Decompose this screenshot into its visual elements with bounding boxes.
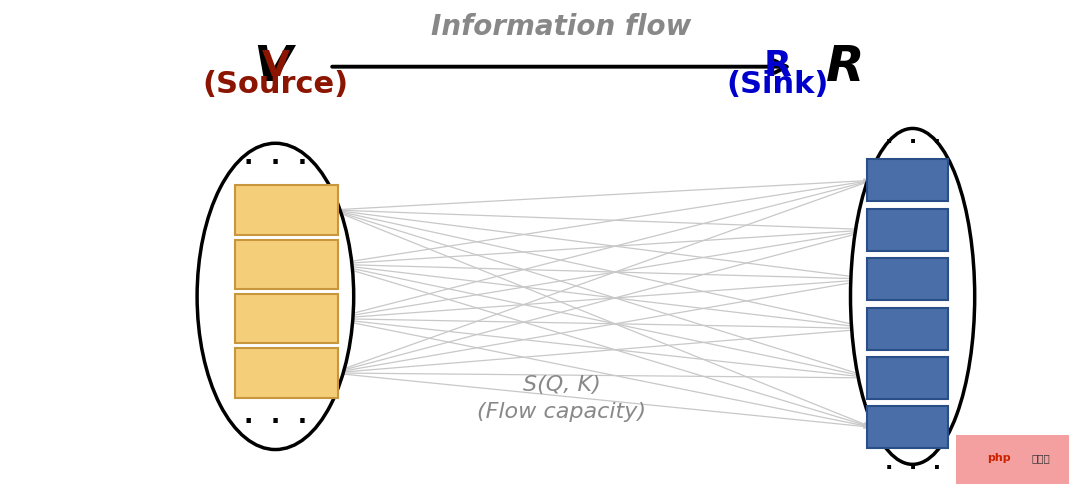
- Text: (Sink): (Sink): [727, 70, 828, 99]
- Text: ·  ·  ·: · · ·: [244, 411, 307, 434]
- Text: ·  ·  ·: · · ·: [244, 151, 307, 175]
- FancyBboxPatch shape: [867, 209, 948, 251]
- FancyBboxPatch shape: [235, 240, 337, 289]
- FancyBboxPatch shape: [235, 348, 337, 398]
- Text: (Flow capacity): (Flow capacity): [477, 403, 646, 422]
- Text: R: R: [764, 49, 792, 83]
- FancyBboxPatch shape: [235, 294, 337, 343]
- Text: Information flow: Information flow: [432, 13, 691, 41]
- Text: (Source): (Source): [202, 70, 349, 99]
- FancyBboxPatch shape: [235, 185, 337, 235]
- FancyBboxPatch shape: [867, 357, 948, 399]
- Text: ·  ·  ·: · · ·: [885, 458, 941, 478]
- Text: ·  ·  ·: · · ·: [885, 132, 941, 152]
- Text: V: V: [261, 49, 289, 83]
- Text: S(Q, K): S(Q, K): [523, 375, 600, 395]
- Ellipse shape: [851, 128, 975, 464]
- FancyBboxPatch shape: [867, 307, 948, 350]
- Text: R: R: [826, 42, 865, 91]
- FancyBboxPatch shape: [867, 159, 948, 202]
- FancyBboxPatch shape: [867, 406, 948, 449]
- Text: V: V: [253, 42, 292, 91]
- Ellipse shape: [197, 143, 354, 450]
- FancyBboxPatch shape: [867, 258, 948, 300]
